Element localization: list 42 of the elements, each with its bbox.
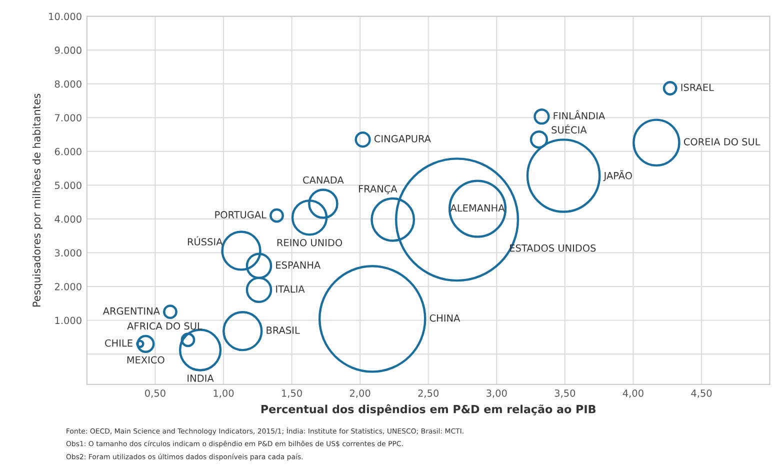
y-tick-label: 1.000 (55, 316, 82, 324)
series-label: FINLÂNDIA (554, 110, 606, 120)
series-label: ESPANHA (276, 261, 321, 269)
y-tick-label: 2.000 (54, 282, 82, 290)
series-label: JAPÃO (603, 170, 632, 182)
series-label: MEXICO (127, 356, 164, 364)
x-tick-label: 3,50 (554, 389, 576, 398)
y-tick-label: 7.000 (55, 114, 82, 122)
x-tick-label: 4,50 (691, 389, 712, 398)
x-tick-label: 3,00 (486, 389, 507, 398)
x-tick-label: 1,50 (282, 389, 302, 398)
y-axis-title: Pesquisadores por milhões de habitantes (32, 94, 42, 306)
series-label: INDIA (188, 374, 214, 382)
y-tick-label: 5.000 (54, 182, 82, 190)
series-label: CANADA (303, 176, 344, 184)
x-tick-label: 2,00 (350, 389, 370, 398)
series-label: BRASIL (266, 326, 300, 334)
series-label: CINGAPURA (374, 135, 431, 142)
series-label: RÚSSIA (188, 236, 223, 246)
series-label: CHILE (105, 339, 132, 347)
x-tick-label: 1,00 (214, 389, 234, 398)
series-label: ITALIA (276, 285, 305, 293)
series-label: ALEMANHA (450, 204, 505, 212)
series-label: PORTUGAL (215, 211, 266, 218)
x-tick-label: 2,50 (418, 389, 439, 398)
y-tick-label: 9.000 (54, 46, 82, 54)
series-label: ISRAEL (681, 84, 714, 92)
series-label: REINO UNIDO (277, 238, 342, 246)
x-axis-title: Percentual dos dispêndios em P&D em relação ao PIB (261, 404, 596, 416)
y-tick-label: 6.000 (54, 148, 82, 156)
series-label: SUÉCIA (552, 124, 587, 134)
y-tick-label: 4.000 (54, 215, 82, 223)
x-tick-label: 4,00 (622, 389, 644, 398)
y-tick-label: 10.000 (49, 12, 82, 20)
series-label: CHINA (430, 314, 460, 322)
series-label: FRANÇA (358, 185, 398, 194)
x-tick-label: 0,50 (145, 389, 166, 398)
series-label: COREIA DO SUL (684, 138, 760, 146)
series-label: ARGENTINA (102, 307, 160, 315)
y-tick-label: 8.000 (54, 80, 82, 88)
y-tick-label: 3.000 (54, 249, 82, 257)
series-label: AFRICA DO SUL (127, 322, 202, 330)
